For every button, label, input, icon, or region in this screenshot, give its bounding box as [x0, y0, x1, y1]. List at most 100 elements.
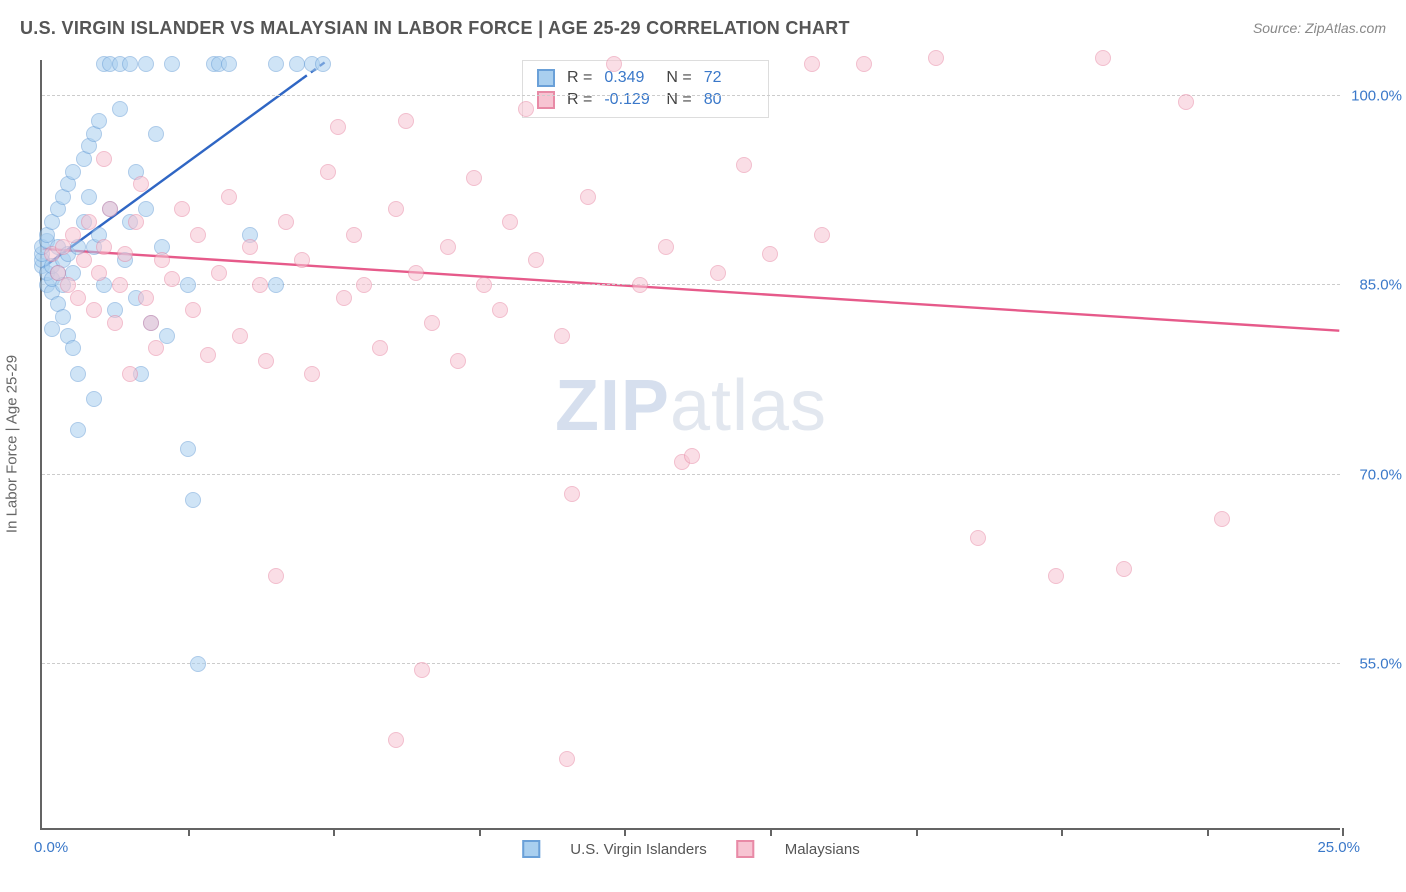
scatter-point-malay	[372, 340, 388, 356]
scatter-point-usvi	[164, 56, 180, 72]
scatter-point-malay	[346, 227, 362, 243]
scatter-point-malay	[856, 56, 872, 72]
scatter-point-malay	[1116, 561, 1132, 577]
scatter-point-malay	[1178, 94, 1194, 110]
scatter-point-usvi	[81, 189, 97, 205]
scatter-point-malay	[814, 227, 830, 243]
scatter-point-usvi	[315, 56, 331, 72]
scatter-point-malay	[658, 239, 674, 255]
grid-line	[42, 474, 1340, 475]
scatter-point-usvi	[268, 56, 284, 72]
scatter-point-malay	[268, 568, 284, 584]
n-value-usvi: 72	[704, 69, 754, 87]
x-tick	[624, 828, 626, 836]
scatter-point-malay	[450, 353, 466, 369]
scatter-point-malay	[76, 252, 92, 268]
scatter-point-malay	[81, 214, 97, 230]
scatter-point-usvi	[221, 56, 237, 72]
scatter-point-malay	[138, 290, 154, 306]
scatter-point-usvi	[70, 366, 86, 382]
scatter-point-malay	[710, 265, 726, 281]
scatter-point-usvi	[180, 277, 196, 293]
scatter-point-malay	[232, 328, 248, 344]
scatter-point-malay	[211, 265, 227, 281]
scatter-point-malay	[122, 366, 138, 382]
bottom-legend: U.S. Virgin Islanders Malaysians	[522, 840, 859, 858]
scatter-point-malay	[606, 56, 622, 72]
scatter-point-malay	[388, 201, 404, 217]
scatter-point-malay	[190, 227, 206, 243]
scatter-point-malay	[564, 486, 580, 502]
scatter-point-usvi	[112, 101, 128, 117]
scatter-point-malay	[154, 252, 170, 268]
y-tick-label: 55.0%	[1347, 655, 1402, 672]
scatter-point-malay	[112, 277, 128, 293]
n-label: N =	[666, 69, 691, 87]
scatter-point-malay	[133, 176, 149, 192]
x-tick	[188, 828, 190, 836]
scatter-point-malay	[502, 214, 518, 230]
scatter-point-malay	[1214, 511, 1230, 527]
swatch-usvi	[537, 69, 555, 87]
n-label: N =	[666, 91, 691, 109]
source-attribution: Source: ZipAtlas.com	[1253, 20, 1386, 36]
scatter-point-usvi	[185, 492, 201, 508]
scatter-point-malay	[492, 302, 508, 318]
scatter-point-malay	[128, 214, 144, 230]
scatter-point-malay	[174, 201, 190, 217]
y-tick-label: 85.0%	[1347, 277, 1402, 294]
scatter-point-malay	[221, 189, 237, 205]
scatter-point-usvi	[122, 56, 138, 72]
scatter-point-malay	[107, 315, 123, 331]
stats-row-malay: R = -0.129 N = 80	[537, 89, 754, 111]
grid-line	[42, 284, 1340, 285]
y-tick-label: 100.0%	[1347, 87, 1402, 104]
scatter-point-malay	[278, 214, 294, 230]
scatter-point-malay	[518, 101, 534, 117]
scatter-point-usvi	[44, 321, 60, 337]
scatter-point-malay	[408, 265, 424, 281]
scatter-point-usvi	[65, 340, 81, 356]
scatter-point-usvi	[289, 56, 305, 72]
x-tick	[1207, 828, 1209, 836]
grid-line	[42, 663, 1340, 664]
scatter-point-malay	[200, 347, 216, 363]
trend-line-malay	[43, 249, 1340, 331]
scatter-point-malay	[424, 315, 440, 331]
legend-label-malay: Malaysians	[785, 841, 860, 858]
x-tick	[770, 828, 772, 836]
trend-lines-layer	[42, 60, 1340, 828]
scatter-point-malay	[440, 239, 456, 255]
chart-container: U.S. VIRGIN ISLANDER VS MALAYSIAN IN LAB…	[0, 0, 1406, 892]
scatter-point-malay	[388, 732, 404, 748]
scatter-point-malay	[928, 50, 944, 66]
scatter-point-malay	[356, 277, 372, 293]
scatter-point-malay	[86, 302, 102, 318]
scatter-point-malay	[466, 170, 482, 186]
legend-swatch-malay	[737, 840, 755, 858]
scatter-point-malay	[804, 56, 820, 72]
scatter-point-malay	[96, 239, 112, 255]
scatter-point-usvi	[180, 441, 196, 457]
x-tick	[916, 828, 918, 836]
scatter-point-malay	[1095, 50, 1111, 66]
swatch-malay	[537, 91, 555, 109]
r-value-malay: -0.129	[604, 91, 654, 109]
scatter-point-malay	[258, 353, 274, 369]
y-tick-label: 70.0%	[1347, 466, 1402, 483]
legend-swatch-usvi	[522, 840, 540, 858]
scatter-point-malay	[559, 751, 575, 767]
x-tick	[479, 828, 481, 836]
scatter-point-malay	[242, 239, 258, 255]
scatter-point-malay	[143, 315, 159, 331]
scatter-point-malay	[304, 366, 320, 382]
scatter-point-malay	[96, 151, 112, 167]
scatter-point-malay	[554, 328, 570, 344]
scatter-point-malay	[684, 448, 700, 464]
scatter-point-malay	[294, 252, 310, 268]
watermark-zip: ZIP	[555, 366, 670, 446]
scatter-point-malay	[164, 271, 180, 287]
x-tick	[1061, 828, 1063, 836]
r-label: R =	[567, 91, 592, 109]
scatter-point-malay	[762, 246, 778, 262]
